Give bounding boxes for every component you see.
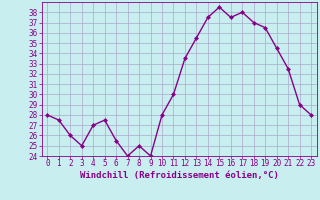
X-axis label: Windchill (Refroidissement éolien,°C): Windchill (Refroidissement éolien,°C) (80, 171, 279, 180)
